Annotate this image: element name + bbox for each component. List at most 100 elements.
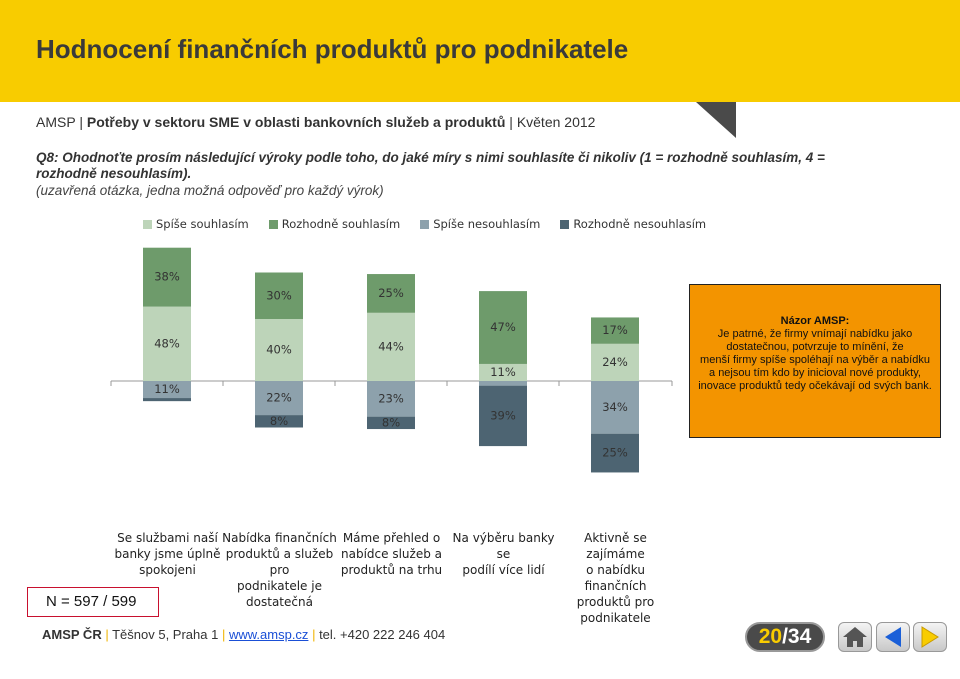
bar-segment <box>255 272 303 319</box>
category-label-line: Máme přehled o <box>342 531 441 545</box>
subtitle-separator: | <box>509 114 517 130</box>
bar-segment <box>143 398 191 402</box>
category-label-line: Aktivně se zajímáme <box>584 531 647 561</box>
data-label: 11% <box>154 382 180 396</box>
bar-segment <box>591 343 639 381</box>
category-label: Se službami naší banky jsme úplně spokojen… <box>110 530 225 578</box>
page-number: 20/34 <box>745 622 825 652</box>
data-label: 34% <box>602 400 628 414</box>
header-band <box>0 0 960 102</box>
previous-page-button[interactable] <box>876 622 910 652</box>
subtitle-topic: Potřeby v sektoru SME v oblasti bankovní… <box>86 114 506 130</box>
category-label-line: Na výběru banky se <box>452 531 555 561</box>
data-label: 25% <box>602 446 628 460</box>
bar-segment <box>591 433 639 473</box>
category-label-line: o nabídku finančních <box>584 563 647 593</box>
legend-item: Spíše nesouhlasím <box>420 217 540 231</box>
legend-swatch <box>420 219 430 229</box>
category-label-line: podnikatele je <box>237 579 322 593</box>
page-current: 20 <box>758 625 783 648</box>
home-button[interactable] <box>838 622 872 652</box>
footer: AMSP ČR | Těšnov 5, Praha 1 | www.amsp.c… <box>42 627 446 642</box>
data-label: 8% <box>270 414 288 428</box>
data-label: 30% <box>266 288 292 302</box>
legend-label: Spíše souhlasím <box>156 217 249 231</box>
note-line: menší firmy spíše spoléhají na výběr a n… <box>700 354 930 366</box>
note-line: inovace produktů tedy očekávají od svých… <box>698 380 932 392</box>
legend-label: Rozhodně nesouhlasím <box>573 217 707 231</box>
legend-swatch <box>268 219 278 229</box>
category-label-line: produktů a služeb pro <box>225 547 334 577</box>
legend-label: Spíše nesouhlasím <box>433 217 541 231</box>
page-total: /34 <box>782 625 812 648</box>
bar-segment <box>479 363 527 381</box>
legend-swatch <box>560 219 570 229</box>
category-label: Nabídka finančních produktů a služeb pro p… <box>222 530 337 610</box>
bar-segment <box>367 274 415 313</box>
data-label: 47% <box>490 320 516 334</box>
question-text: Q8: Ohodnoťte prosím následující výroky … <box>36 150 825 181</box>
bar-segment <box>255 381 303 416</box>
category-label-line: banky jsme úplně <box>114 547 221 561</box>
subtitle-separator: | <box>79 114 87 130</box>
bar-segment <box>479 385 527 447</box>
note-line: Je patrné, že firmy vnímají nabídku jako <box>717 328 913 340</box>
sample-size-box: N = 597 / 599 <box>27 587 159 617</box>
footer-phone: tel. +420 222 246 404 <box>319 627 446 642</box>
data-label: 17% <box>602 323 628 337</box>
amsp-opinion-box: Názor AMSP: Je patrné, že firmy vnímají … <box>689 284 941 438</box>
data-label: 44% <box>378 339 404 353</box>
bar-segment <box>255 415 303 428</box>
bar-segment <box>367 381 415 417</box>
bar-segment <box>255 319 303 381</box>
legend-item: Rozhodně souhlasím <box>268 217 401 231</box>
data-label: 24% <box>602 355 628 369</box>
note-title: Názor AMSP: <box>780 315 850 327</box>
bar-segment <box>479 291 527 364</box>
page-title: Hodnocení finančních produktů pro podnik… <box>36 34 629 64</box>
category-label-line: Se službami naší <box>117 531 218 545</box>
arrow-right-icon <box>921 626 939 648</box>
data-label: 48% <box>154 336 180 350</box>
chart-legend: Spíše souhlasím Rozhodně souhlasím Spíše n… <box>143 217 706 231</box>
data-label: 25% <box>378 286 404 300</box>
category-label-line: nabídce služeb a <box>341 547 442 561</box>
data-label: 23% <box>378 391 404 405</box>
bar-segment <box>479 381 527 386</box>
category-label: Máme přehled o nabídce služeb a produktů n… <box>334 530 449 578</box>
category-label: Na výběru banky se podílí více lidí <box>446 530 561 578</box>
question-note: (uzavřená otázka, jedna možná odpověď pr… <box>36 183 384 198</box>
category-label-line: podílí více lidí <box>462 563 545 577</box>
data-label: 40% <box>266 343 292 357</box>
legend-item: Rozhodně nesouhlasím <box>560 217 706 231</box>
subtitle-date: Květen 2012 <box>516 114 596 130</box>
note-line: a nejsou tím kdo by inicioval nové produ… <box>709 367 921 379</box>
category-label-line: podnikatele <box>580 611 651 625</box>
bar-segment <box>143 381 191 399</box>
category-label-line: Nabídka finančních <box>222 531 337 545</box>
footer-address: Těšnov 5, Praha 1 <box>112 627 219 642</box>
category-label-line: dostatečná <box>246 595 313 609</box>
bar-segment <box>367 312 415 381</box>
next-page-button[interactable] <box>913 622 947 652</box>
home-icon <box>843 627 867 647</box>
data-label: 11% <box>490 365 516 379</box>
report-subtitle: AMSP | Potřeby v sektoru SME v oblasti b… <box>36 114 595 130</box>
legend-label: Rozhodně souhlasím <box>281 217 401 231</box>
subtitle-org: AMSP <box>36 114 76 130</box>
data-label: 38% <box>154 270 180 284</box>
legend-swatch <box>143 219 152 229</box>
arrow-left-icon <box>885 627 901 647</box>
category-label: Aktivně se zajímáme o nabídku finančních p… <box>558 530 673 626</box>
bar-segment <box>143 247 191 307</box>
bar-segment <box>367 416 415 430</box>
data-label: 8% <box>382 415 400 429</box>
data-label: 39% <box>490 408 516 422</box>
footer-org: AMSP ČR <box>42 627 102 642</box>
bar-segment <box>591 317 639 344</box>
footer-website-link[interactable]: www.amsp.cz <box>228 627 309 642</box>
category-label-line: produktů na trhu <box>340 563 443 577</box>
note-line: dostatečnou, potvrzuje to mínění, že <box>726 341 904 353</box>
bar-segment <box>143 306 191 381</box>
